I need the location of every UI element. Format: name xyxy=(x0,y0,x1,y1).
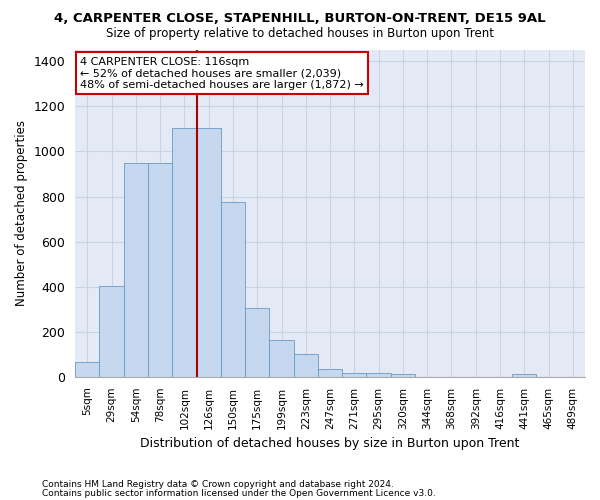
Bar xyxy=(245,308,269,377)
Bar xyxy=(269,340,293,377)
X-axis label: Distribution of detached houses by size in Burton upon Trent: Distribution of detached houses by size … xyxy=(140,437,520,450)
Bar xyxy=(367,373,391,377)
Bar xyxy=(318,369,342,377)
Bar xyxy=(100,286,124,377)
Text: 4 CARPENTER CLOSE: 116sqm
← 52% of detached houses are smaller (2,039)
48% of se: 4 CARPENTER CLOSE: 116sqm ← 52% of detac… xyxy=(80,56,364,90)
Y-axis label: Number of detached properties: Number of detached properties xyxy=(15,120,28,306)
Bar xyxy=(221,202,245,377)
Bar xyxy=(293,354,318,377)
Bar xyxy=(124,162,148,377)
Text: Contains HM Land Registry data © Crown copyright and database right 2024.: Contains HM Land Registry data © Crown c… xyxy=(42,480,394,489)
Bar xyxy=(512,374,536,377)
Bar xyxy=(172,128,197,377)
Bar xyxy=(148,162,172,377)
Text: Contains public sector information licensed under the Open Government Licence v3: Contains public sector information licen… xyxy=(42,488,436,498)
Bar xyxy=(391,374,415,377)
Text: Size of property relative to detached houses in Burton upon Trent: Size of property relative to detached ho… xyxy=(106,28,494,40)
Bar xyxy=(197,128,221,377)
Text: 4, CARPENTER CLOSE, STAPENHILL, BURTON-ON-TRENT, DE15 9AL: 4, CARPENTER CLOSE, STAPENHILL, BURTON-O… xyxy=(54,12,546,26)
Bar xyxy=(75,362,100,377)
Bar xyxy=(342,373,367,377)
